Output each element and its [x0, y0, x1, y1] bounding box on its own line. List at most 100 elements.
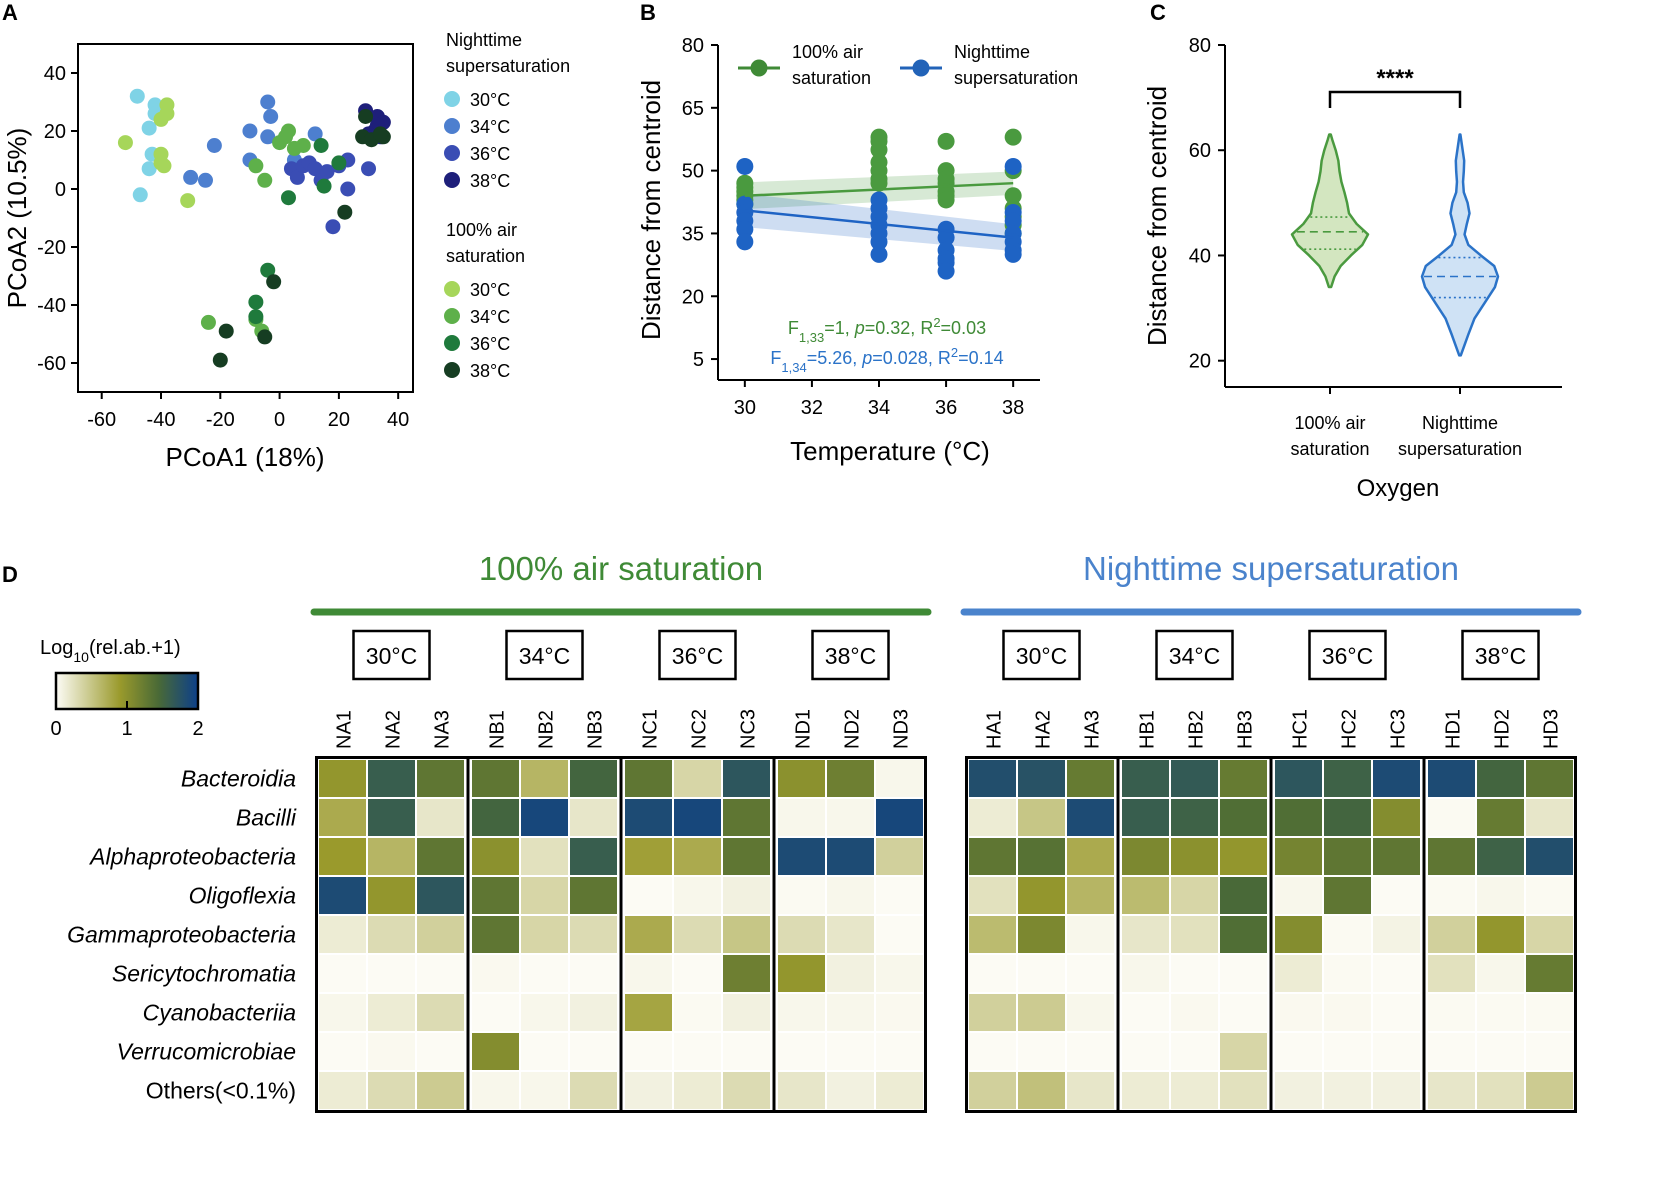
panel-d-heatmap-cell [827, 799, 874, 836]
panel-d-heatmap-cell [827, 1033, 874, 1070]
panel-d-sample-label: HB1 [1137, 710, 1159, 749]
panel-d-sample-label: HA3 [1082, 710, 1104, 749]
panel-d-heatmap-cell [1324, 1033, 1371, 1070]
panel-d-row-label: Verrucomicrobiae [117, 1039, 296, 1065]
panel-a-legend-label: 30°C [470, 280, 510, 300]
panel-a-x-tick-label: 40 [387, 409, 409, 431]
panel-d-heatmap-cell [876, 799, 923, 836]
panel-d-heatmap-cell [723, 877, 770, 914]
panel-d-row-label: Gammaproteobacteria [67, 922, 296, 948]
panel-d-heatmap-cell [778, 1033, 825, 1070]
panel-b-point [870, 141, 888, 159]
panel-d-heatmap-cell [1275, 994, 1322, 1031]
panel-d-heatmap-cell [521, 838, 568, 875]
panel-d-heatmap-cell [723, 994, 770, 1031]
panel-d-heatmap-cell [472, 760, 519, 797]
panel-a-point [206, 138, 222, 153]
panel-a-point [266, 274, 282, 290]
panel-d-heatmap-cell [1477, 760, 1524, 797]
panel-d-heatmap-cell [472, 1033, 519, 1070]
panel-d-heatmap-cell [1477, 916, 1524, 953]
panel-d-heatmap-cell [1122, 1033, 1169, 1070]
panel-d-heatmap-cell [1428, 1033, 1475, 1070]
panel-a-point [260, 262, 276, 278]
panel-d-heatmap-cell [570, 955, 617, 992]
panel-d-heatmap-cell [1526, 1072, 1573, 1109]
panel-a-point [331, 155, 347, 171]
panel-d-heatmap-cell [1275, 799, 1322, 836]
panel-d-temperature-box [1461, 629, 1540, 681]
panel-d-sample-label: ND1 [793, 709, 815, 749]
panel-d-heatmap-cell [570, 799, 617, 836]
panel-d-heatmap-cell [1275, 760, 1322, 797]
panel-a-point [242, 123, 258, 139]
panel-c-violin: Oxygen Distance from centroid 20 40 60 80 10… [1142, 35, 1562, 502]
panel-d-heatmap-cell [1526, 838, 1573, 875]
panel-d-heatmap-cell [417, 994, 464, 1031]
panel-d-heatmap-cell [1428, 838, 1475, 875]
panel-d-temperature-box [352, 629, 431, 681]
panel-d-heatmap-cell [969, 1072, 1016, 1109]
panel-d-heatmap-cell [1067, 838, 1114, 875]
panel-a-x-axis-label: PCoA1 (18%) [166, 442, 325, 472]
panel-d-heatmap-cell [778, 994, 825, 1031]
panel-a-point [132, 187, 148, 203]
panel-d-heatmap-cell [472, 916, 519, 953]
panel-b-y-tick-label: 50 [682, 161, 704, 183]
panel-d-sample-label: ND2 [842, 709, 864, 749]
panel-d-group-title: Nighttime supersaturation [1083, 550, 1459, 587]
panel-d-heatmap-cell [876, 994, 923, 1031]
panel-d-heatmap-cell [778, 955, 825, 992]
panel-b-x-tick-label: 38 [1002, 397, 1024, 419]
panel-d-heatmap-cell [417, 955, 464, 992]
panel-d-heatmap-cell [876, 1033, 923, 1070]
panel-a-point [117, 135, 133, 151]
panel-a-legend-swatch [444, 308, 460, 324]
panel-d-heatmap-cell [1067, 877, 1114, 914]
panel-d-heatmap-cell [1122, 760, 1169, 797]
panel-a-legend-label: 36°C [470, 144, 510, 164]
panel-d-heatmap-cell [827, 838, 874, 875]
panel-d-sample-label: HA2 [1033, 710, 1055, 749]
panel-d-heatmap-cell [1428, 877, 1475, 914]
panel-d-row-label: Alphaproteobacteria [88, 844, 296, 870]
panel-d-heatmap-cell [1428, 760, 1475, 797]
panel-d-heatmap-cell [723, 955, 770, 992]
panel-d-temperature-box [1002, 629, 1081, 681]
panel-d-heatmap-cell [1324, 799, 1371, 836]
panel-b-point [870, 233, 888, 251]
panel-d-heatmap-cell [1171, 994, 1218, 1031]
panel-d-heatmap-cell [521, 994, 568, 1031]
panel-d-heatmap-cell [1477, 877, 1524, 914]
panel-d-heatmap-cell [417, 1033, 464, 1070]
panel-a-legend-swatch [444, 91, 460, 107]
panel-d-heatmap-cell [1171, 1033, 1218, 1070]
panel-d-heatmap-cell [1171, 838, 1218, 875]
panel-d-heatmap-cell [827, 1072, 874, 1109]
panel-a-legend-swatch [444, 172, 460, 188]
panel-d-heatmap-cell [1018, 799, 1065, 836]
panel-d-row-label: Others(<0.1%) [146, 1078, 296, 1104]
panel-a-point [295, 138, 311, 153]
panel-d-heatmap-cell [625, 916, 672, 953]
panel-a-point [248, 158, 264, 174]
panel-d-heatmap-cell [1373, 877, 1420, 914]
panel-d-heatmap-cell [969, 838, 1016, 875]
panel-b-point [1004, 245, 1022, 263]
panel-c-y-tick-label: 80 [1189, 35, 1211, 57]
panel-d-heatmap-cell [570, 838, 617, 875]
panel-d-heatmap-cell [417, 838, 464, 875]
panel-c-y-tick-label: 40 [1189, 245, 1211, 267]
panel-a-legend-label: 34°C [470, 307, 510, 327]
panel-d-heatmap-cell [969, 760, 1016, 797]
panel-b-x-tick-label: 36 [935, 397, 957, 419]
panel-d-sample-label: HD2 [1492, 709, 1514, 749]
panel-a-legend-swatch [444, 145, 460, 161]
panel-d-sample-label: NB3 [585, 710, 607, 749]
panel-d-heatmap-cell [674, 838, 721, 875]
panel-a-plot-frame [77, 43, 414, 393]
panel-d-heatmap-cell [1018, 760, 1065, 797]
panel-b-x-axis-label: Temperature (°C) [790, 436, 990, 466]
panel-d-heatmap-cell [319, 916, 366, 953]
panel-d-sample-label: NA2 [383, 710, 405, 749]
